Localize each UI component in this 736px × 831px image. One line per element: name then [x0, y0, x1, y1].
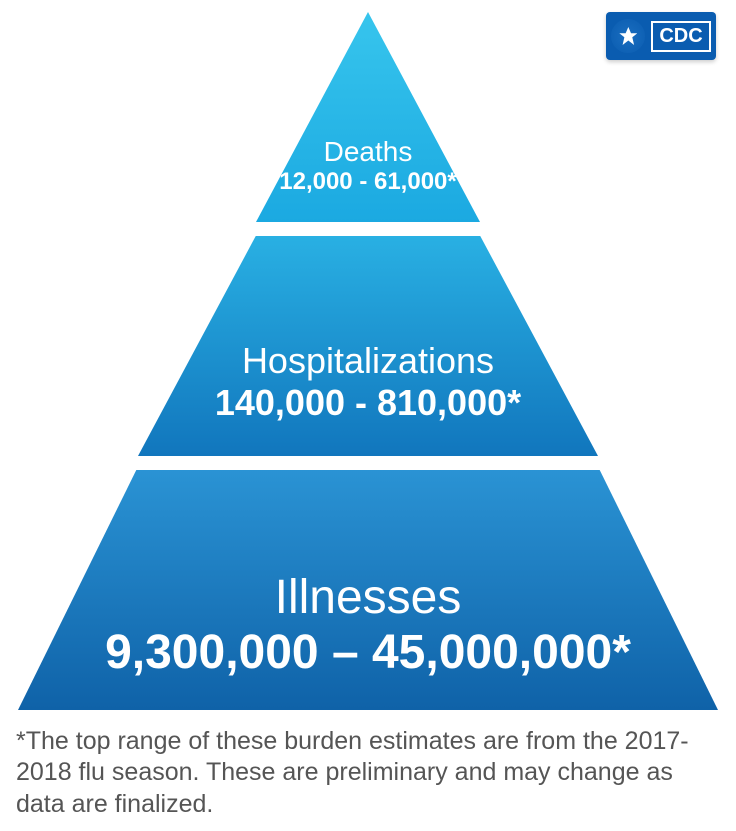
footnote-text: *The top range of these burden estimates… [16, 726, 720, 820]
tier-label-deaths: Deaths [258, 136, 478, 168]
pyramid-tier-illnesses-content: Illnesses 9,300,000 – 45,000,000* [18, 570, 718, 680]
pyramid-tier-deaths-content: Deaths 12,000 - 61,000* [258, 136, 478, 196]
tier-value-deaths: 12,000 - 61,000* [258, 168, 478, 196]
tier-label-hospitalizations: Hospitalizations [138, 340, 598, 382]
tier-value-illnesses: 9,300,000 – 45,000,000* [18, 625, 718, 680]
tier-value-hospitalizations: 140,000 - 810,000* [138, 382, 598, 424]
burden-pyramid: Deaths 12,000 - 61,000* Hospitalizations… [0, 12, 736, 712]
pyramid-tier-hospitalizations-content: Hospitalizations 140,000 - 810,000* [138, 340, 598, 424]
tier-label-illnesses: Illnesses [18, 570, 718, 625]
